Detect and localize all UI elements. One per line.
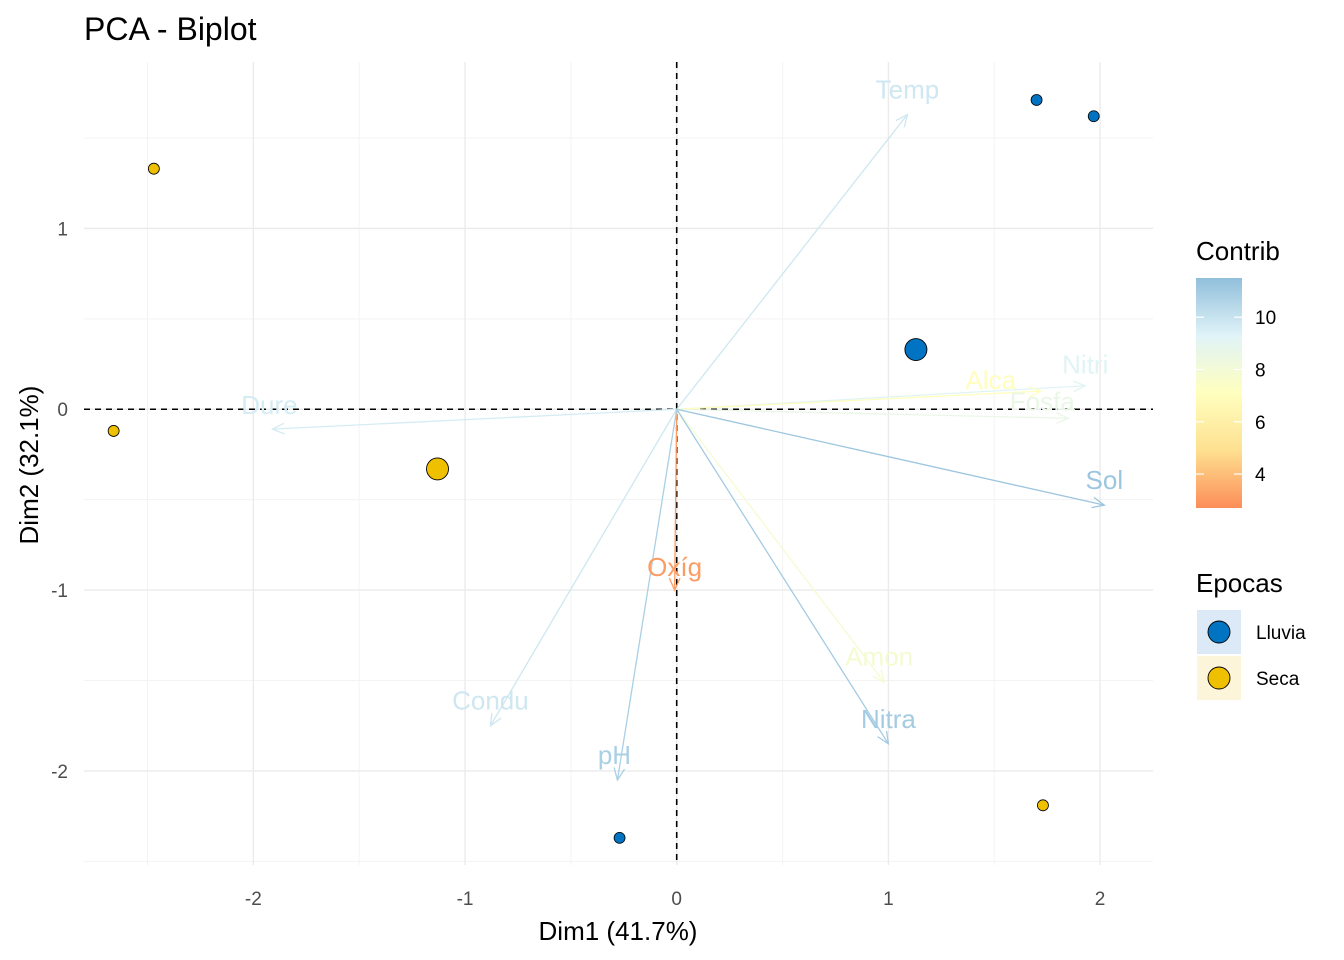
variable-arrow-line	[676, 408, 885, 683]
x-axis-title: Dim1 (41.7%)	[539, 916, 698, 946]
variable-arrow-line	[676, 114, 908, 410]
variable-arrow-head	[1091, 496, 1106, 509]
variable-arrow-head	[489, 712, 502, 728]
variable-label: Dure	[241, 390, 297, 420]
y-tick-label: -2	[51, 762, 68, 783]
individual-point	[107, 425, 120, 437]
x-tick-label: -2	[245, 889, 262, 910]
group-centroid-point	[904, 338, 928, 362]
epocas-legend-title: Epocas	[1196, 568, 1283, 598]
variable-arrow-head	[872, 669, 886, 684]
variable-label: Alca	[966, 365, 1017, 395]
variable-arrow-line	[676, 390, 1041, 410]
variable-label: Oxíg	[647, 552, 702, 582]
legend-label-lluvia: Lluvia	[1256, 623, 1306, 644]
variable-arrow-head	[613, 767, 626, 782]
variable-arrow-head	[668, 577, 681, 592]
variable-arrow-line	[673, 409, 678, 591]
contrib-colorbar-ticks: 4 6 8 10	[1196, 308, 1276, 486]
variable-arrow-head	[877, 730, 890, 746]
contrib-colorbar	[1196, 278, 1242, 508]
legend-swatch-seca	[1207, 666, 1231, 690]
variable-arrow-head	[1028, 385, 1043, 398]
x-tick-label: -1	[457, 889, 474, 910]
individual-point	[1037, 799, 1049, 812]
variable-arrows	[270, 113, 1106, 782]
variable-arrow-line	[676, 408, 1105, 506]
x-tick-label: 1	[883, 889, 894, 910]
legend-label-seca: Seca	[1256, 669, 1300, 690]
y-tick-label: 0	[57, 400, 68, 421]
variable-arrow-line	[272, 408, 677, 430]
individual-point	[613, 831, 626, 844]
chart-title: PCA - Biplot	[84, 11, 257, 47]
legend-swatch-lluvia	[1207, 620, 1231, 644]
variable-arrow-head	[1056, 412, 1070, 424]
variable-arrow-head	[270, 422, 285, 435]
y-tick-label: 1	[57, 219, 68, 240]
colorbar-tick-label: 6	[1255, 413, 1266, 434]
variable-label: Condu	[452, 686, 529, 716]
individual-point	[1087, 110, 1100, 123]
x-tick-label: 2	[1095, 889, 1106, 910]
variable-arrow-line	[489, 408, 678, 727]
variable-label: Nitri	[1062, 350, 1108, 380]
individual-points	[107, 94, 1100, 844]
variable-label: Amon	[845, 641, 913, 671]
variable-arrow-head	[1072, 380, 1087, 393]
variable-arrow-head	[895, 113, 909, 128]
x-tick-label: 0	[671, 889, 682, 910]
individual-point	[1030, 94, 1043, 106]
contrib-legend: Contrib 4 6 8 10	[1196, 236, 1280, 508]
contrib-legend-title: Contrib	[1196, 236, 1280, 266]
variable-label: Temp	[876, 74, 940, 104]
variable-label: pH	[598, 740, 631, 770]
variable-label: Fosfa	[1010, 386, 1076, 416]
epocas-legend: Epocas Lluvia Seca	[1196, 568, 1306, 700]
variable-arrow-line	[676, 408, 1069, 419]
group-centroid-point	[426, 457, 449, 481]
variable-label: Sol	[1086, 465, 1124, 495]
y-tick-label: -1	[51, 581, 68, 602]
variable-label: Nitra	[861, 704, 916, 734]
x-tick-labels: -2 -1 0 1 2	[245, 889, 1105, 910]
individual-point	[147, 162, 160, 175]
y-axis-title: Dim2 (32.1%)	[14, 386, 44, 545]
colorbar-tick-label: 10	[1255, 308, 1276, 329]
y-tick-labels: -2 -1 0 1	[51, 219, 68, 783]
variable-arrow-line	[616, 409, 678, 781]
colorbar-tick-label: 4	[1255, 465, 1266, 486]
colorbar-tick-label: 8	[1255, 360, 1266, 381]
variable-arrow-line	[676, 408, 889, 745]
